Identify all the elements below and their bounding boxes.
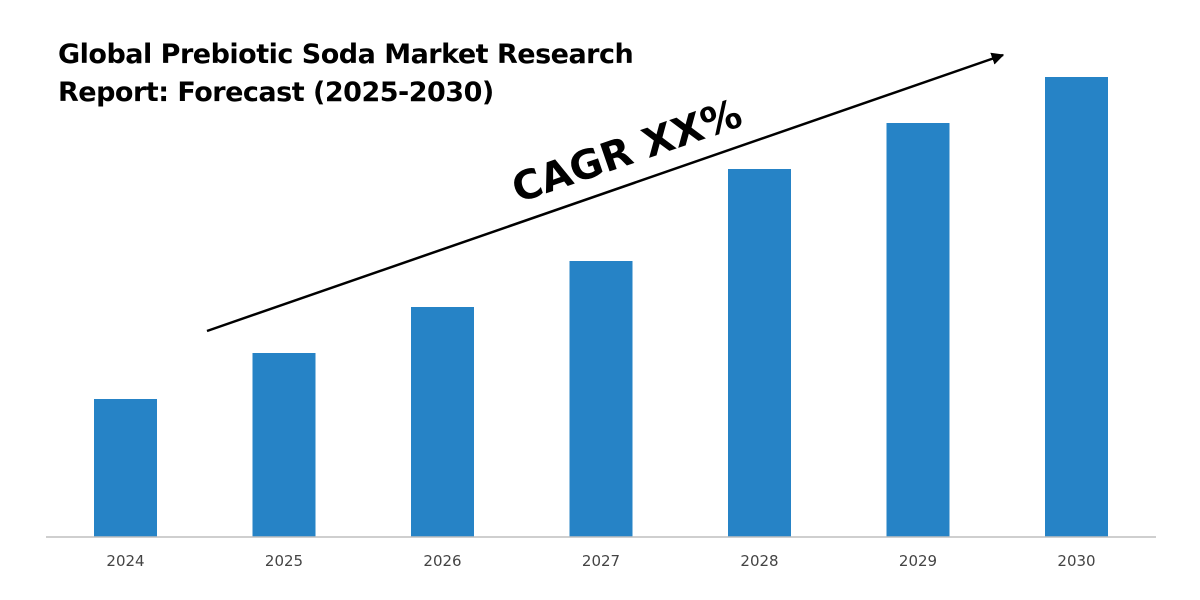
x-tick-label-2030: 2030 [1057, 552, 1095, 570]
bar-2026 [411, 307, 474, 537]
bar-group [94, 77, 1108, 537]
x-tick-label-2026: 2026 [423, 552, 461, 570]
x-tick-label-2029: 2029 [899, 552, 937, 570]
bar-2028 [728, 169, 791, 537]
x-tick-label-2028: 2028 [740, 552, 778, 570]
x-tick-label-2027: 2027 [582, 552, 620, 570]
chart-title: Global Prebiotic Soda Market Research Re… [58, 36, 634, 112]
bar-2024 [94, 399, 157, 537]
trend-arrow [206, 52, 1005, 333]
bar-2025 [252, 353, 316, 537]
bar-2030 [1045, 77, 1108, 537]
chart-title-line-2: Report: Forecast (2025-2030) [58, 77, 494, 108]
chart-title-line-1: Global Prebiotic Soda Market Research [58, 39, 634, 70]
cagr-annotation: CAGR XX% [506, 91, 748, 213]
x-tick-label-2024: 2024 [106, 552, 144, 570]
bar-2027 [569, 261, 633, 537]
x-axis-tick-labels: 2024 2025 2026 2027 2028 2029 2030 [106, 552, 1095, 570]
x-tick-label-2025: 2025 [265, 552, 303, 570]
bar-2029 [886, 123, 950, 537]
